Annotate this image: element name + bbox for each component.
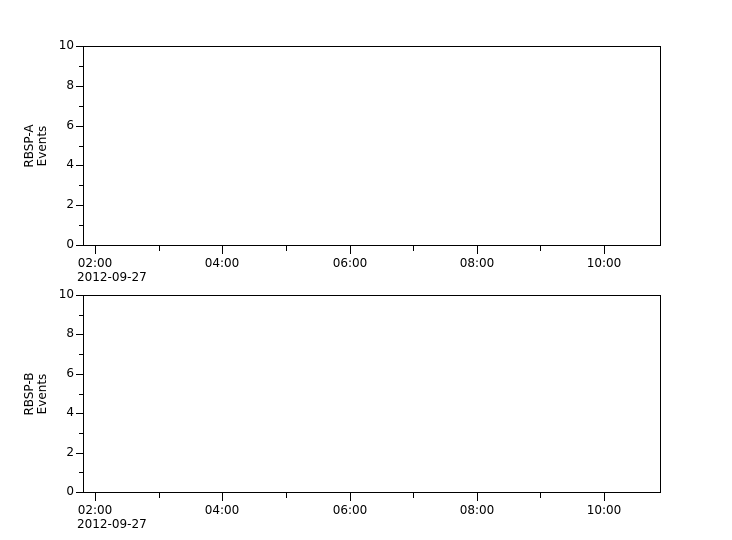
y-major-tick — [76, 295, 83, 296]
x-tick-label: 04:00 — [204, 256, 240, 270]
x-tick-label: 06:00 — [332, 256, 368, 270]
x-axis-date-label: 2012-09-27 — [77, 270, 147, 284]
x-tick-label: 04:00 — [204, 503, 240, 517]
x-minor-tick — [540, 246, 541, 251]
y-minor-tick — [79, 472, 83, 473]
x-minor-tick — [159, 246, 160, 251]
y-minor-tick — [79, 185, 83, 186]
y-tick-label: 4 — [66, 157, 74, 171]
x-major-tick — [477, 493, 478, 501]
x-axis-date-label: 2012-09-27 — [77, 517, 147, 531]
y-tick-label: 2 — [66, 197, 74, 211]
y-tick-label: 4 — [66, 405, 74, 419]
y-major-tick — [76, 126, 83, 127]
y-tick-label: 8 — [66, 78, 74, 92]
x-minor-tick — [286, 493, 287, 498]
y-minor-tick — [79, 146, 83, 147]
x-tick-label: 10:00 — [586, 256, 622, 270]
x-major-tick — [477, 246, 478, 254]
y-tick-label: 10 — [58, 38, 74, 52]
y-major-tick — [76, 165, 83, 166]
y-tick-label: 2 — [66, 445, 74, 459]
x-major-tick — [604, 493, 605, 501]
x-major-tick — [222, 493, 223, 501]
x-tick-label: 02:00 — [77, 256, 113, 270]
x-tick-label: 08:00 — [459, 503, 495, 517]
x-major-tick — [350, 493, 351, 501]
x-major-tick — [95, 246, 96, 254]
y-major-tick — [76, 413, 83, 414]
y-major-tick — [76, 245, 83, 246]
x-major-tick — [222, 246, 223, 254]
y-major-tick — [76, 492, 83, 493]
y-tick-label: 0 — [66, 484, 74, 498]
y-minor-tick — [79, 106, 83, 107]
y-minor-tick — [79, 354, 83, 355]
x-minor-tick — [159, 493, 160, 498]
y-minor-tick — [79, 433, 83, 434]
y-major-tick — [76, 205, 83, 206]
y-tick-label: 6 — [66, 118, 74, 132]
y-minor-tick — [79, 315, 83, 316]
y-tick-label: 10 — [58, 287, 74, 301]
y-major-tick — [76, 453, 83, 454]
y-tick-label: 6 — [66, 366, 74, 380]
plot-area-rbsp-b — [83, 295, 661, 493]
x-minor-tick — [413, 246, 414, 251]
y-tick-label: 0 — [66, 237, 74, 251]
x-tick-label: 06:00 — [332, 503, 368, 517]
x-tick-label: 08:00 — [459, 256, 495, 270]
y-major-tick — [76, 46, 83, 47]
x-major-tick — [95, 493, 96, 501]
y-minor-tick — [79, 225, 83, 226]
x-major-tick — [350, 246, 351, 254]
x-minor-tick — [540, 493, 541, 498]
x-minor-tick — [286, 246, 287, 251]
x-minor-tick — [413, 493, 414, 498]
x-major-tick — [604, 246, 605, 254]
y-major-tick — [76, 374, 83, 375]
plot-area-rbsp-a — [83, 46, 661, 246]
x-tick-label: 10:00 — [586, 503, 622, 517]
x-tick-label: 02:00 — [77, 503, 113, 517]
y-major-tick — [76, 86, 83, 87]
y-minor-tick — [79, 66, 83, 67]
y-tick-label: 8 — [66, 326, 74, 340]
y-minor-tick — [79, 394, 83, 395]
y-major-tick — [76, 334, 83, 335]
